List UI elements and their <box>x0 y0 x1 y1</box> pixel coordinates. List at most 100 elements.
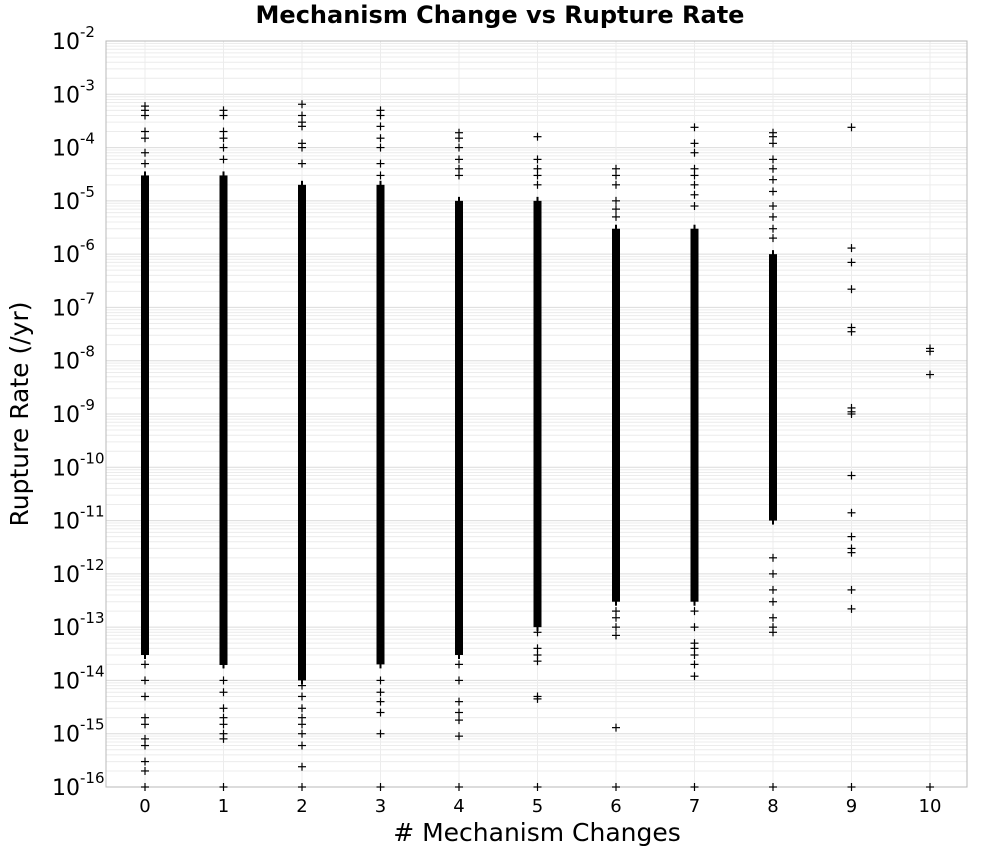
data-point <box>455 171 463 180</box>
data-point <box>769 139 777 148</box>
x-tick-label: 0 <box>139 796 150 817</box>
data-point <box>847 327 856 336</box>
data-point <box>533 694 542 703</box>
data-point <box>219 734 228 743</box>
dense-point-band <box>769 250 777 525</box>
data-point <box>455 660 463 669</box>
data-point <box>533 171 542 180</box>
data-point <box>219 134 228 143</box>
data-point <box>690 180 699 189</box>
dense-point-band <box>612 224 620 606</box>
data-point <box>141 148 149 157</box>
data-point <box>847 508 856 517</box>
y-tick-base: 10 <box>52 456 80 481</box>
data-point <box>219 676 228 685</box>
data-point <box>769 569 777 578</box>
data-point <box>455 134 463 143</box>
data-point <box>926 347 934 356</box>
data-point <box>455 155 463 164</box>
data-point <box>455 783 463 791</box>
data-point <box>141 692 149 701</box>
data-point <box>612 212 620 221</box>
data-point <box>298 720 306 729</box>
y-tick-exponent: -13 <box>80 609 105 627</box>
data-point <box>690 623 699 632</box>
data-point <box>533 180 542 189</box>
data-point <box>847 783 856 791</box>
data-point <box>769 187 777 196</box>
data-point <box>455 676 463 685</box>
y-tick-exponent: -9 <box>80 396 95 414</box>
data-point <box>376 122 385 131</box>
data-point <box>690 607 699 616</box>
data-point <box>769 155 777 164</box>
y-tick-base: 10 <box>52 616 80 641</box>
data-point <box>769 202 777 211</box>
y-tick-base: 10 <box>52 83 80 108</box>
data-point <box>533 628 542 637</box>
data-point <box>376 171 385 180</box>
data-point <box>690 171 699 180</box>
data-point <box>847 258 856 267</box>
data-point <box>376 143 385 152</box>
data-point <box>690 123 699 132</box>
data-point <box>769 553 777 562</box>
y-tick-base: 10 <box>52 243 80 268</box>
dense-point-band <box>533 196 542 632</box>
y-tick-base: 10 <box>52 30 80 55</box>
data-point <box>847 548 856 557</box>
data-point <box>141 720 149 729</box>
data-point <box>141 676 149 685</box>
data-point <box>376 111 385 120</box>
y-tick-base: 10 <box>52 137 80 162</box>
data-point <box>298 692 306 701</box>
x-tick-label: 6 <box>610 796 621 817</box>
y-tick-exponent: -10 <box>80 449 105 467</box>
data-point <box>141 783 149 791</box>
y-tick-exponent: -8 <box>80 343 95 361</box>
x-tick-label: 8 <box>767 796 778 817</box>
data-point <box>926 370 934 379</box>
data-point <box>455 697 463 706</box>
data-point <box>612 205 620 214</box>
data-point <box>376 134 385 143</box>
data-point <box>141 111 149 120</box>
data-point <box>769 628 777 637</box>
data-point <box>298 783 306 791</box>
x-tick-label: 10 <box>919 796 942 817</box>
data-point <box>376 676 385 685</box>
y-tick-base: 10 <box>52 296 80 321</box>
data-point <box>847 410 856 418</box>
data-point <box>455 143 463 152</box>
data-point <box>769 234 777 243</box>
y-tick-exponent: -5 <box>80 183 95 201</box>
y-tick-exponent: -15 <box>80 716 105 734</box>
data-point <box>298 729 306 738</box>
data-point <box>219 155 228 164</box>
data-point <box>847 585 856 594</box>
data-point <box>847 532 856 541</box>
data-point <box>376 159 385 168</box>
data-point <box>847 471 856 480</box>
data-point <box>298 681 306 690</box>
data-point <box>298 143 306 152</box>
data-point <box>298 741 306 750</box>
y-tick-exponent: -6 <box>80 236 95 254</box>
data-point <box>847 244 856 253</box>
data-point <box>219 704 228 713</box>
data-point <box>612 180 620 189</box>
y-tick-exponent: -14 <box>80 662 105 680</box>
data-point <box>298 122 306 131</box>
dense-point-band <box>219 171 228 669</box>
data-point <box>690 190 699 199</box>
y-tick-base: 10 <box>52 776 80 801</box>
y-tick-base: 10 <box>52 350 80 375</box>
data-point <box>769 212 777 221</box>
data-point <box>376 729 385 738</box>
chart-title: Mechanism Change vs Rupture Rate <box>256 1 745 29</box>
data-point <box>612 196 620 205</box>
data-point <box>533 155 542 164</box>
data-points <box>141 100 934 791</box>
x-tick-label: 3 <box>375 796 386 817</box>
